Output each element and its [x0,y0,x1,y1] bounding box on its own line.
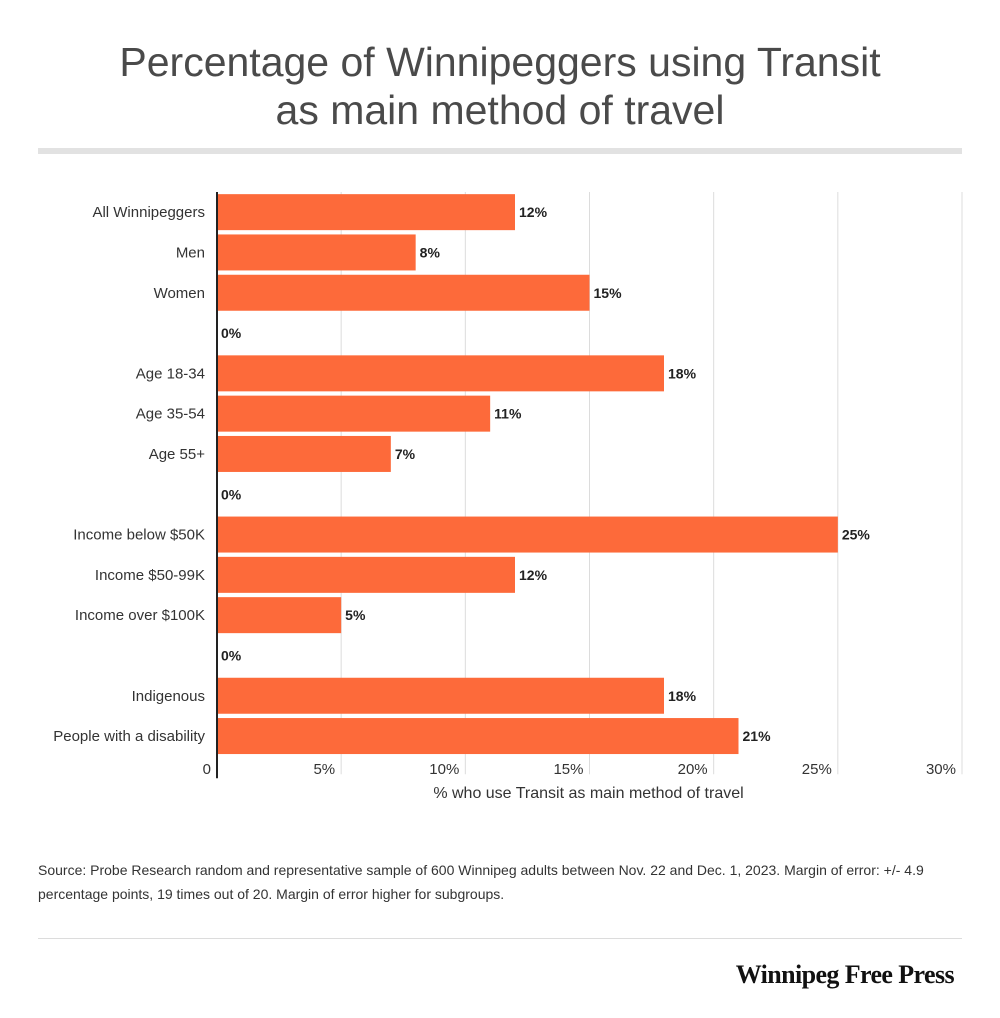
x-tick-label: 5% [313,761,335,778]
brand-logo: Winnipeg Free Press [735,960,955,989]
category-label: Men [176,244,205,261]
bar [217,395,491,432]
chart-title-line-2: as main method of travel [275,87,725,133]
value-label: 5% [345,607,366,623]
x-tick-label: 0 [203,761,211,778]
value-label: 18% [668,688,697,704]
x-axis-title: % who use Transit as main method of trav… [433,785,743,802]
value-label: 18% [668,365,697,381]
bar [217,435,391,472]
chart-title-line-1: Percentage of Winnipeggers using Transit [119,39,881,85]
category-label: Age 18-34 [136,365,205,382]
value-label: 15% [594,285,623,301]
bar [217,718,739,755]
value-label: 12% [519,567,548,583]
source-line-1: Source: Probe Research random and repres… [38,862,924,878]
value-label: 0% [221,647,242,663]
footer-divider [38,938,962,939]
bar [217,274,590,311]
category-label: Income over $100K [75,607,205,624]
bar [217,355,664,392]
bar [217,194,515,231]
category-label: All Winnipeggers [92,204,205,221]
x-tick-label: 15% [553,761,583,778]
value-label: 12% [519,204,548,220]
bar [217,234,416,271]
bar [217,677,664,714]
x-tick-label: 10% [429,761,459,778]
value-label: 11% [494,406,522,422]
value-label: 0% [221,486,242,502]
value-label: 21% [743,728,772,744]
value-label: 7% [395,446,416,462]
source-note: Source: Probe Research random and repres… [38,858,938,906]
category-label: Age 55+ [149,446,206,463]
category-label: Indigenous [132,688,205,705]
category-label: Women [154,285,205,302]
bar [217,516,838,553]
bar [217,597,342,634]
value-label: 8% [420,244,441,260]
source-line-2: percentage points, 19 times out of 20. M… [38,886,505,902]
x-tick-label: 25% [802,761,832,778]
bar-chart: All Winnipeggers 12% Men 8% Women 15% 0% Age 18… [53,192,963,802]
chart-title: Percentage of Winnipeggers using Transit… [0,38,1000,134]
category-label: Age 35-54 [136,406,205,423]
category-label: Income below $50K [73,527,205,544]
bar [217,556,515,593]
category-label: People with a disability [53,728,205,745]
value-label: 25% [842,527,871,543]
x-tick-label: 20% [678,761,708,778]
title-divider [38,148,962,154]
value-label: 0% [221,325,242,341]
category-label: Income $50-99K [95,567,205,584]
x-tick-label: 30% [926,761,956,778]
